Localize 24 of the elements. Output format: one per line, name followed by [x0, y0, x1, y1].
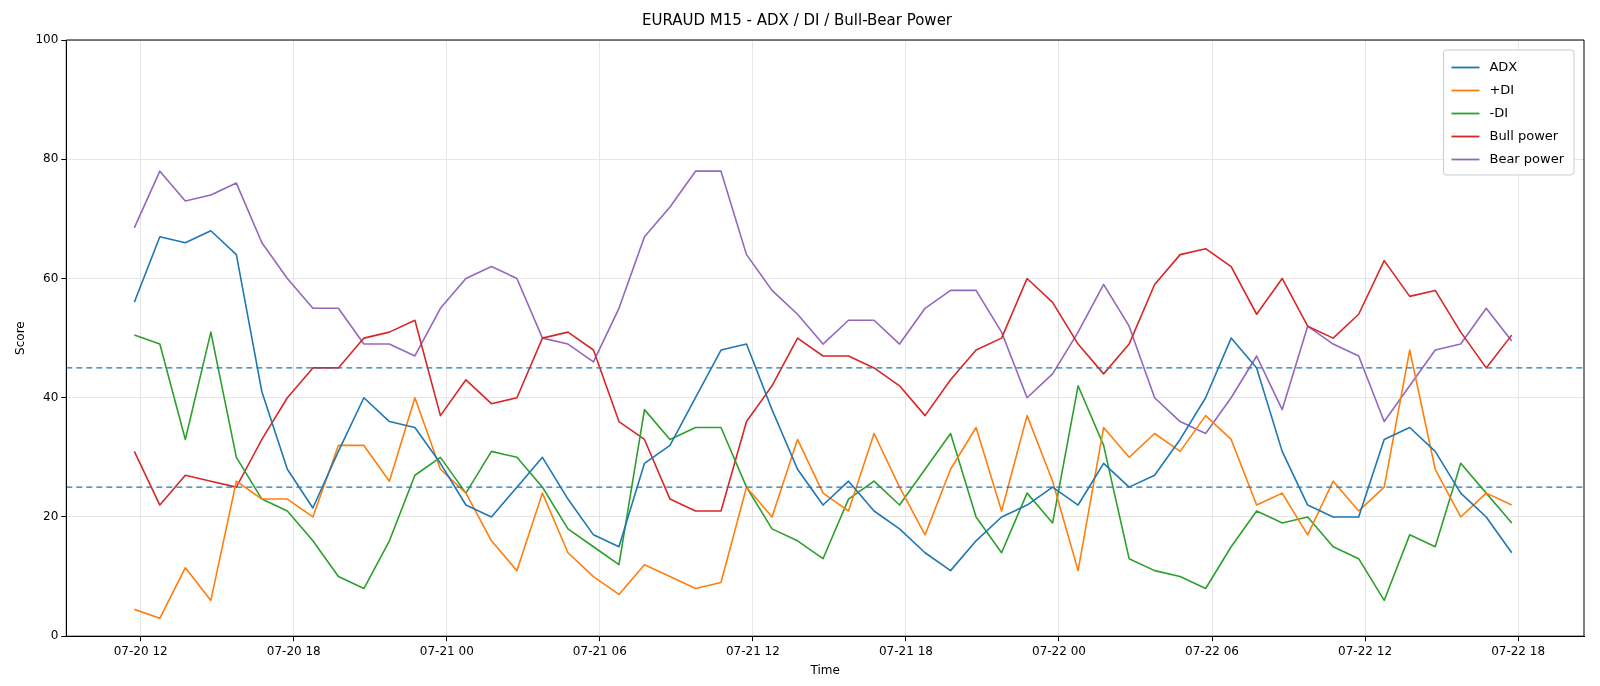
x-tick-label: 07-22 18	[1491, 643, 1546, 658]
x-tick-label: 07-21 18	[878, 643, 933, 658]
legend-label: Bull power	[1489, 127, 1559, 143]
legend-label: ADX	[1489, 58, 1518, 74]
x-axis-title: Time	[809, 662, 840, 677]
x-tick-label: 07-20 12	[113, 643, 168, 658]
x-tick-label: 07-21 06	[572, 643, 627, 658]
y-tick-label: 60	[43, 270, 59, 285]
x-tick-label: 07-20 18	[266, 643, 321, 658]
x-tick-label: 07-22 06	[1185, 643, 1239, 658]
x-tick-label: 07-21 12	[725, 643, 780, 658]
y-axis-title: Score	[13, 321, 28, 355]
y-tick-label: 0	[50, 628, 59, 643]
x-tick-label: 07-21 00	[419, 643, 474, 658]
x-tick-label: 07-22 12	[1338, 643, 1393, 658]
y-tick-label: 100	[35, 32, 59, 47]
legend-label: +DI	[1489, 81, 1515, 97]
y-tick-label: 40	[43, 389, 59, 404]
x-tick-label: 07-22 00	[1031, 643, 1086, 658]
legend-label: Bear power	[1489, 150, 1565, 166]
legend-label: -DI	[1489, 104, 1509, 120]
y-tick-label: 20	[43, 509, 59, 524]
chart-title: EURAUD M15 - ADX / DI / Bull-Bear Power	[641, 10, 953, 29]
y-tick-label: 80	[43, 151, 59, 166]
